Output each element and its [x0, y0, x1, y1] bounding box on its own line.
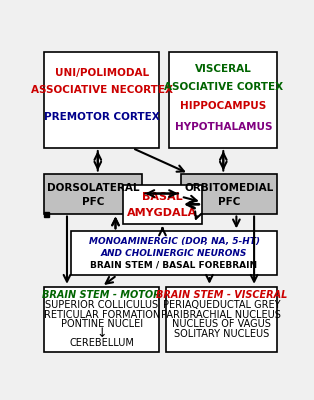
Bar: [44, 52, 160, 148]
Text: PARIBRACHIAL NUCLEUS: PARIBRACHIAL NUCLEUS: [161, 310, 281, 320]
Text: PONTINE NUCLEI: PONTINE NUCLEI: [61, 319, 143, 329]
Text: RETICULAR FORMATION: RETICULAR FORMATION: [44, 310, 160, 320]
Text: PFC: PFC: [218, 197, 240, 207]
Text: CEREBELLUM: CEREBELLUM: [69, 338, 134, 348]
Bar: [44, 174, 143, 214]
Text: SOLITARY NUCLEUS: SOLITARY NUCLEUS: [174, 329, 269, 339]
Text: PFC: PFC: [82, 197, 104, 207]
Bar: [123, 185, 202, 224]
Text: HIPPOCAMPUS: HIPPOCAMPUS: [180, 101, 266, 111]
Text: BRAIN STEM - MOTOR: BRAIN STEM - MOTOR: [42, 290, 161, 300]
Text: SUPERIOR COLLICULUS: SUPERIOR COLLICULUS: [45, 300, 158, 310]
Text: VISCERAL: VISCERAL: [195, 64, 252, 74]
Text: ↓: ↓: [96, 327, 107, 340]
Text: PREMOTOR CORTEX: PREMOTOR CORTEX: [44, 112, 160, 122]
Text: ASSOCIATIVE NECORTEX: ASSOCIATIVE NECORTEX: [31, 85, 173, 95]
Bar: [71, 231, 277, 275]
Bar: [181, 174, 277, 214]
Bar: [44, 212, 49, 217]
Bar: [44, 287, 160, 352]
Text: ORBITOMEDIAL: ORBITOMEDIAL: [184, 182, 274, 192]
Text: BRAIN STEM - VISCERAL: BRAIN STEM - VISCERAL: [156, 290, 287, 300]
Text: MONOAMINERGIC (DOP, NA, 5-HT): MONOAMINERGIC (DOP, NA, 5-HT): [89, 237, 259, 246]
Text: HYPOTHALAMUS: HYPOTHALAMUS: [175, 122, 272, 132]
Bar: [169, 52, 277, 148]
Text: PERIAQUEDUCTAL GREY: PERIAQUEDUCTAL GREY: [163, 300, 280, 310]
Text: AND CHOLINERGIC NEURONS: AND CHOLINERGIC NEURONS: [101, 249, 247, 258]
Text: DORSOLATERAL: DORSOLATERAL: [47, 182, 139, 192]
Text: AMYGDALA: AMYGDALA: [127, 208, 198, 218]
Bar: [165, 287, 277, 352]
Text: UNI/POLIMODAL: UNI/POLIMODAL: [55, 68, 149, 78]
Text: BRAIN STEM / BASAL FOREBRAIN: BRAIN STEM / BASAL FOREBRAIN: [90, 261, 257, 270]
Text: BASAL: BASAL: [142, 192, 183, 202]
Text: NUCLEUS OF VAGUS: NUCLEUS OF VAGUS: [172, 319, 271, 329]
Text: ASOCIATIVE CORTEX: ASOCIATIVE CORTEX: [164, 82, 283, 92]
